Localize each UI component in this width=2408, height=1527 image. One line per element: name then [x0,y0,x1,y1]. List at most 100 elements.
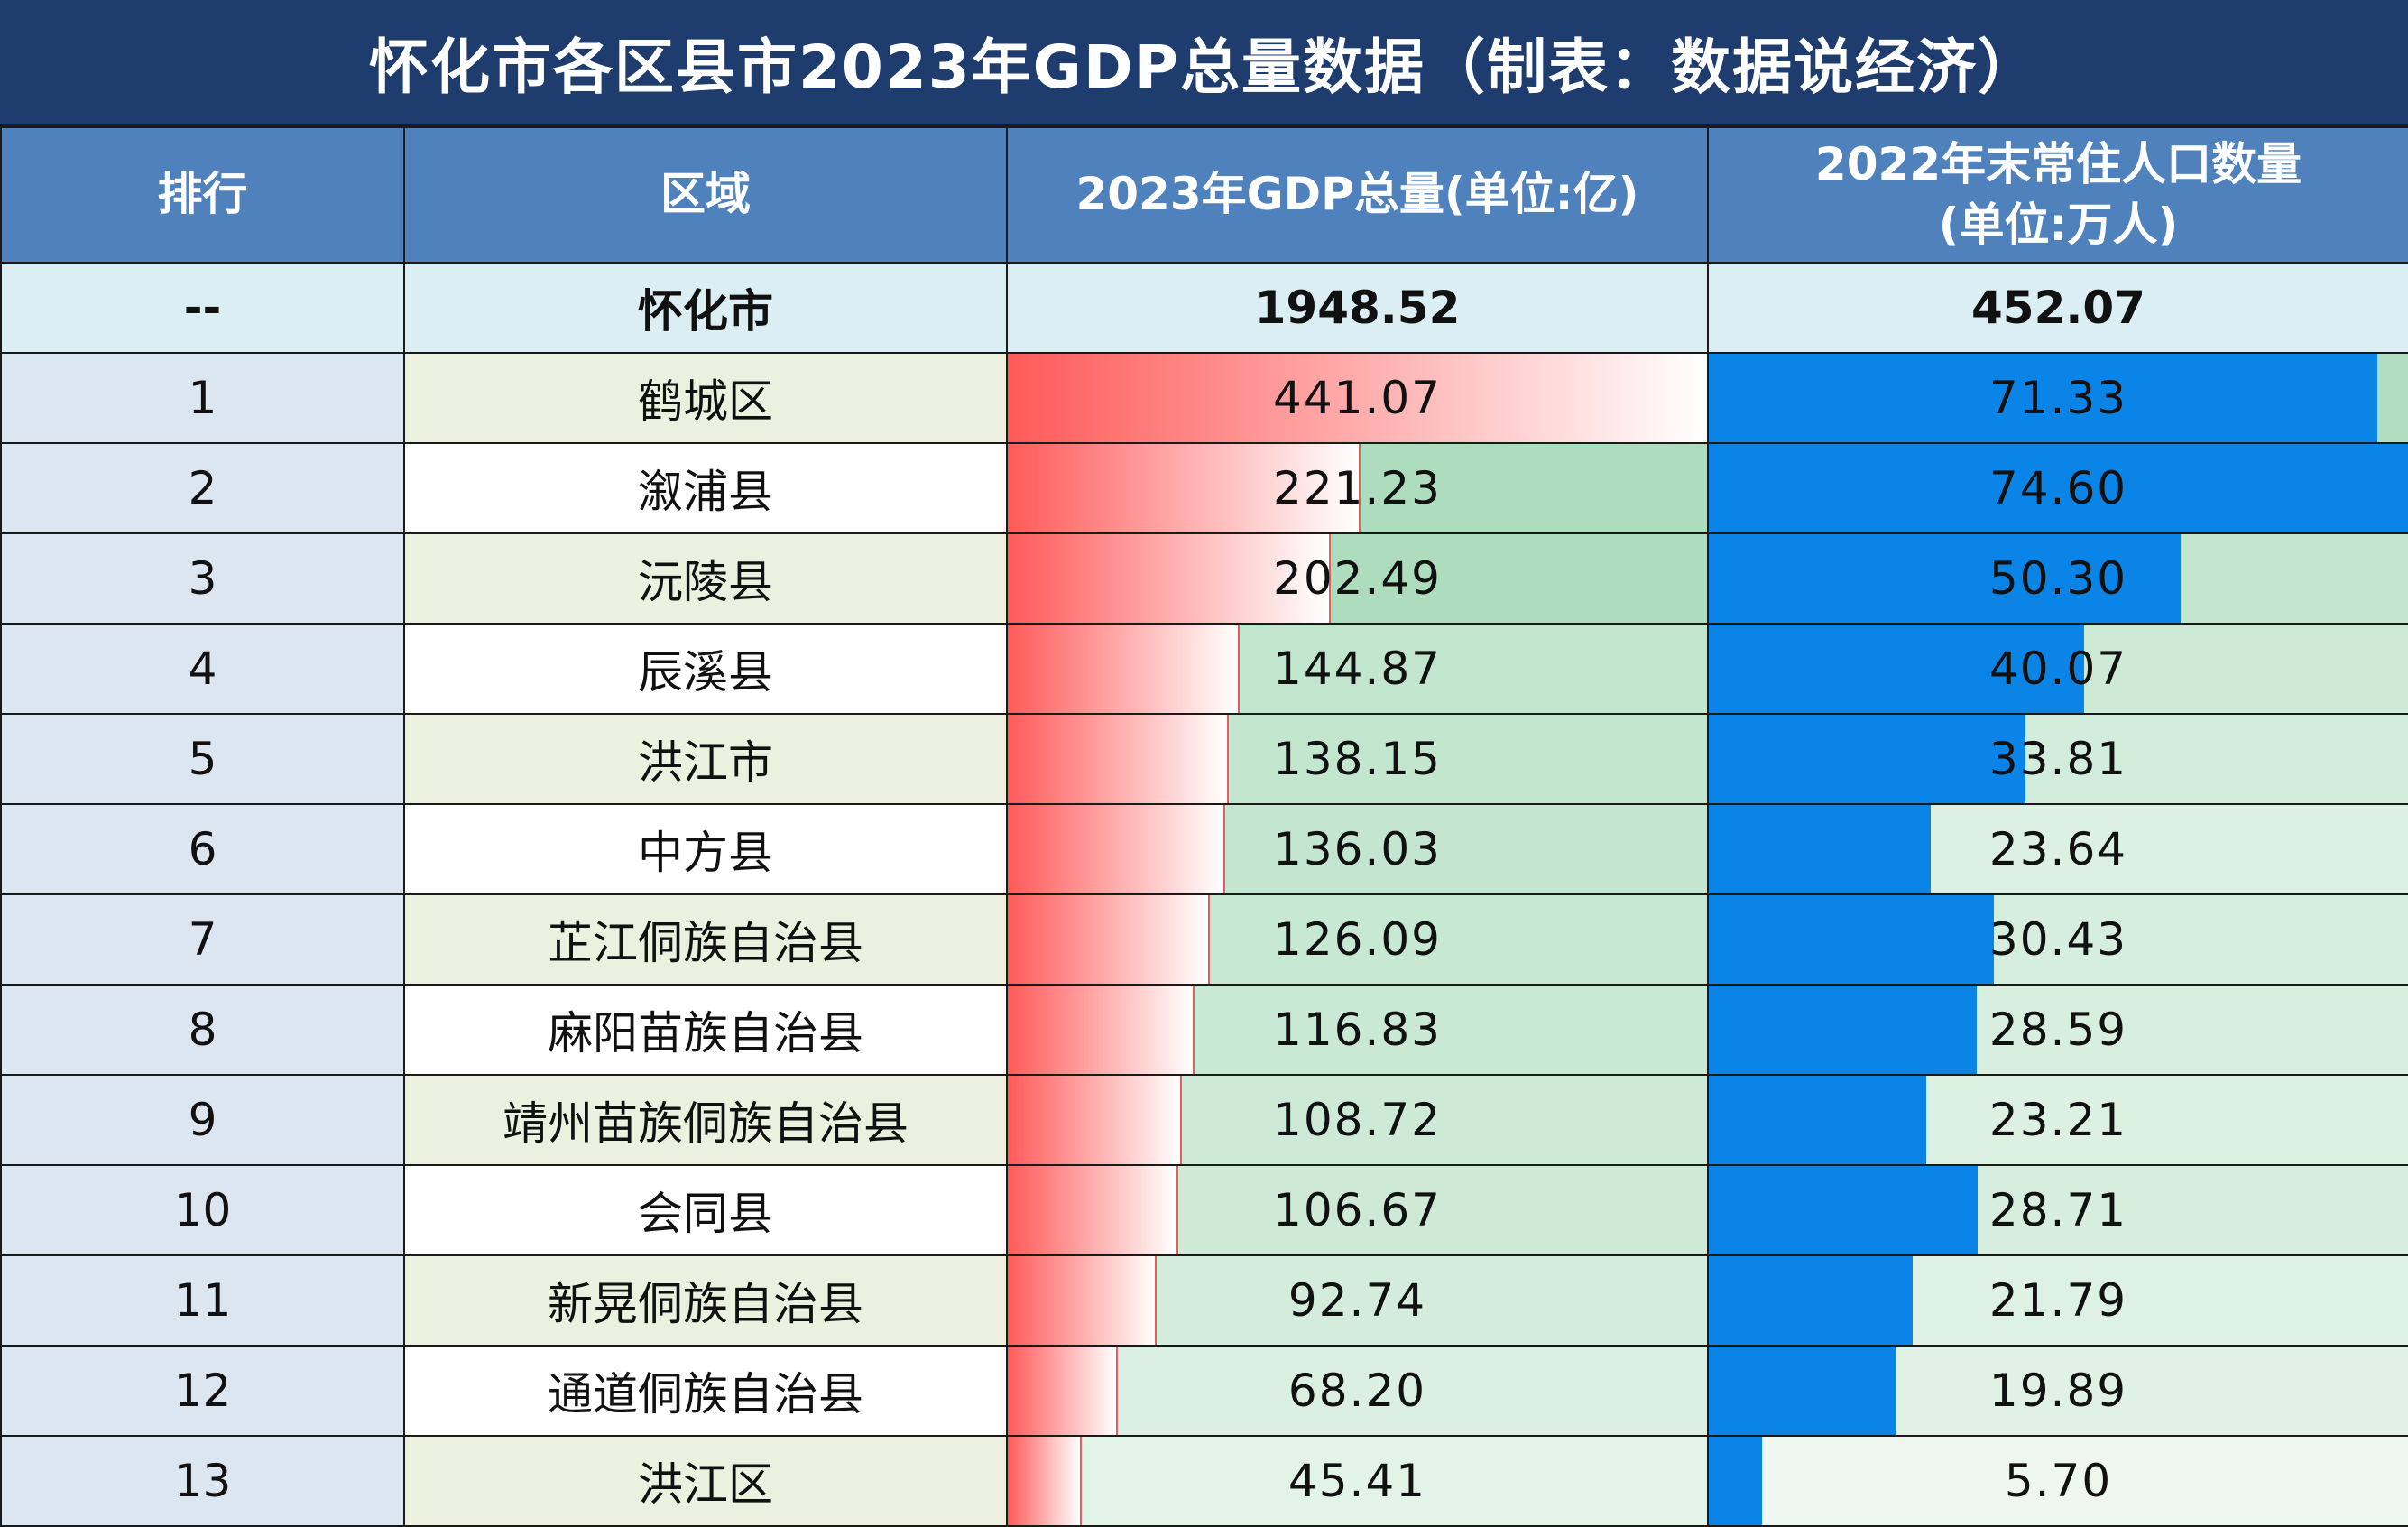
gdp-bar-background [1358,445,1706,532]
total-region: 怀化市 [403,262,1008,354]
gdp-cell: 126.09 [1006,893,1709,986]
region-cell: 麻阳苗族自治县 [403,984,1008,1076]
gdp-bar [1009,1257,1157,1344]
rank-cell: 1 [0,352,405,444]
region-cell: 新晃侗族自治县 [403,1254,1008,1347]
region-cell: 会同县 [403,1164,1008,1256]
gdp-bar [1009,1347,1118,1434]
table-row: 9 靖州苗族侗族自治县 108.72 23.21 [0,1074,2408,1166]
gdp-cell: 136.03 [1006,803,1709,895]
population-bar-background [2377,355,2407,441]
gdp-value-label: 68.20 [1287,1365,1427,1417]
gdp-value-label: 221.23 [1273,462,1442,514]
rank-cell: 8 [0,984,405,1076]
population-cell: 23.64 [1707,803,2408,895]
population-cell: 28.59 [1707,984,2408,1076]
population-value-label: 23.21 [1988,1094,2128,1146]
chart-title: 怀化市各区县市2023年GDP总量数据（制表：数据说经济） [0,0,2408,126]
header-population: 2022年末常住人口数量 (单位:万人) [1707,126,2408,264]
gdp-bar-background [1328,535,1706,622]
gdp-bar-background [1176,1167,1706,1254]
table-row: 10 会同县 106.67 28.71 [0,1164,2408,1256]
gdp-cell: 68.20 [1006,1345,1709,1437]
population-cell: 40.07 [1707,623,2408,715]
region-cell: 洪江市 [403,713,1008,805]
gdp-value-label: 144.87 [1273,643,1442,695]
gdp-cell: 221.23 [1006,442,1709,534]
gdp-bar [1009,896,1210,983]
table-row: 13 洪江区 45.41 5.70 [0,1435,2408,1527]
gdp-bar [1009,355,1706,441]
region-cell: 靖州苗族侗族自治县 [403,1074,1008,1166]
population-value-label: 40.07 [1988,643,2128,695]
population-bar [1710,1257,1914,1344]
gdp-value-label: 441.07 [1273,372,1442,424]
gdp-bar-background [1180,1077,1706,1163]
region-cell: 鹤城区 [403,352,1008,444]
population-bar [1710,806,1931,893]
region-cell: 沅陵县 [403,532,1008,625]
gdp-value-label: 116.83 [1273,1004,1442,1056]
rank-cell: 3 [0,532,405,625]
header-population-line2: (单位:万人) [1938,199,2179,251]
gdp-cell: 108.72 [1006,1074,1709,1166]
gdp-bar-background [1115,1347,1706,1434]
rank-cell: 13 [0,1435,405,1527]
gdp-bar [1009,716,1229,802]
population-value-label: 28.71 [1988,1184,2128,1236]
region-cell: 芷江侗族自治县 [403,893,1008,986]
gdp-cell: 106.67 [1006,1164,1709,1256]
population-cell: 74.60 [1707,442,2408,534]
population-value-label: 21.79 [1988,1274,2128,1327]
population-bar [1710,445,2407,532]
total-rank: -- [0,262,405,354]
gdp-bar [1009,625,1240,712]
table-row: 6 中方县 136.03 23.64 [0,803,2408,895]
rank-cell: 7 [0,893,405,986]
gdp-bar [1009,535,1331,622]
region-cell: 溆浦县 [403,442,1008,534]
gdp-value-label: 106.67 [1273,1184,1442,1236]
population-bar-background [2025,716,2407,802]
gdp-bar [1009,445,1361,532]
table-row: 7 芷江侗族自治县 126.09 30.43 [0,893,2408,986]
region-cell: 通道侗族自治县 [403,1345,1008,1437]
table-row: 4 辰溪县 144.87 40.07 [0,623,2408,715]
rank-cell: 5 [0,713,405,805]
population-bar [1710,1347,1896,1434]
population-bar [1710,535,2181,622]
rank-cell: 2 [0,442,405,534]
population-bar [1710,355,2378,441]
population-bar-background [1895,1347,2407,1434]
gdp-cell: 202.49 [1006,532,1709,625]
population-value-label: 5.70 [2004,1455,2113,1507]
population-bar [1710,716,2026,802]
table-row: 2 溆浦县 221.23 74.60 [0,442,2408,534]
rank-cell: 6 [0,803,405,895]
gdp-bar-background [1237,625,1706,712]
table-row: 8 麻阳苗族自治县 116.83 28.59 [0,984,2408,1076]
gdp-bar [1009,1077,1183,1163]
population-bar-background [1977,986,2407,1073]
region-cell: 中方县 [403,803,1008,895]
gdp-value-label: 138.15 [1273,733,1442,785]
population-value-label: 50.30 [1988,552,2128,605]
gdp-value-label: 136.03 [1273,823,1442,875]
table-row: 12 通道侗族自治县 68.20 19.89 [0,1345,2408,1437]
header-population-line1: 2022年末常住人口数量 [1814,137,2302,190]
population-bar [1710,1077,1927,1163]
gdp-value-label: 92.74 [1287,1274,1427,1327]
population-cell: 23.21 [1707,1074,2408,1166]
gdp-cell: 441.07 [1006,352,1709,444]
population-bar [1710,625,2085,712]
header-gdp: 2023年GDP总量(单位:亿) [1006,126,1709,264]
population-value-label: 74.60 [1988,462,2128,514]
gdp-value-label: 202.49 [1273,552,1442,605]
population-value-label: 30.43 [1988,913,2128,966]
population-value-label: 19.89 [1988,1365,2128,1417]
gdp-bar-background [1226,716,1706,802]
gdp-value-label: 108.72 [1273,1094,1442,1146]
rank-cell: 11 [0,1254,405,1347]
population-cell: 5.70 [1707,1435,2408,1527]
